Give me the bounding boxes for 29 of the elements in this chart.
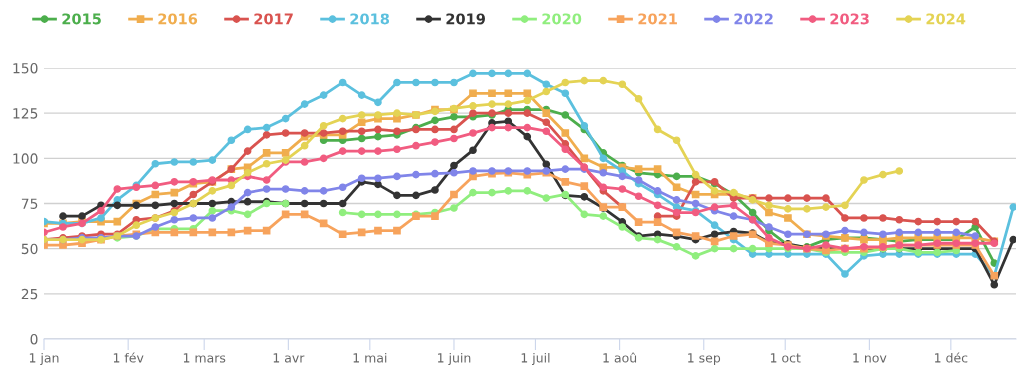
x-tick-label: 1 sep <box>688 353 721 365</box>
legend-label: 2018 <box>350 13 390 25</box>
x-tick-label: 1 oct <box>770 353 801 363</box>
legend-label: 2019 <box>446 13 485 25</box>
legend-label: 2020 <box>542 13 582 25</box>
y-tick-label: 0 <box>30 333 38 345</box>
x-tick-label: 1 mai <box>353 352 387 363</box>
y-tick-label: 75 <box>21 198 38 209</box>
legend-label: 2023 <box>830 13 869 25</box>
x-tick-label: 1 fév <box>113 352 144 363</box>
legend-label: 2022 <box>734 13 773 25</box>
y-tick-label: 150 <box>13 62 38 74</box>
y-tick-label: 50 <box>21 243 38 255</box>
x-tick-label: 1 mars <box>183 353 226 363</box>
x-tick-label: 1 nov <box>853 353 887 363</box>
x-tick-label: 1 jan <box>29 352 59 365</box>
y-tick-label: 25 <box>21 288 38 300</box>
y-tick-label: 125 <box>13 108 38 119</box>
x-tick-label: 1 avr <box>273 353 305 363</box>
x-tick-label: 1 déc <box>935 352 968 363</box>
legend-label: 2016 <box>158 13 198 25</box>
y-tick-label: 100 <box>13 153 38 164</box>
legend-label: 2024 <box>926 13 966 25</box>
x-tick-label: 1 aoû <box>603 352 637 363</box>
legend-label: 2021 <box>638 13 677 25</box>
x-tick-label: 1 juin <box>437 352 471 365</box>
x-tick-label: 1 juil <box>521 352 550 365</box>
legend-label: 2015 <box>62 13 101 25</box>
legend-label: 2017 <box>254 13 293 25</box>
